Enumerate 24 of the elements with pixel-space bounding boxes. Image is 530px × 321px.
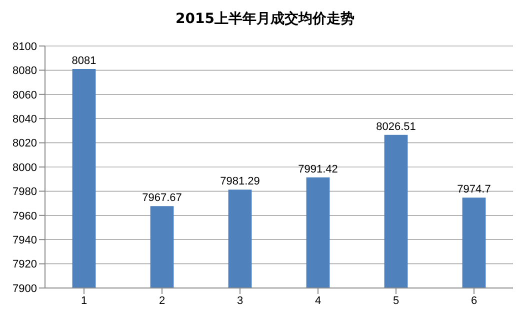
- x-tick-label: 6: [470, 294, 478, 307]
- y-tick-label: 8000: [12, 162, 37, 174]
- y-tick-label: 7920: [12, 258, 37, 271]
- y-tick-label: 7900: [12, 282, 37, 295]
- y-tick-label: 8060: [12, 89, 37, 102]
- x-tick-label: 3: [236, 294, 244, 307]
- x-tick-label: 5: [392, 294, 400, 307]
- chart-title: 2015上半年月成交均价走势: [174, 10, 356, 28]
- y-tick-label: 7940: [12, 234, 37, 247]
- y-tick-label: 8080: [12, 65, 37, 78]
- y-tick-label: 8020: [12, 138, 37, 150]
- data-label: 8026.51: [376, 120, 416, 133]
- y-tick-label: 8100: [12, 40, 37, 53]
- y-tick-label: 7960: [12, 210, 37, 222]
- data-label: 7991.42: [298, 163, 338, 176]
- data-label: 8081: [72, 54, 96, 67]
- data-label: 7981.29: [220, 176, 260, 188]
- data-label: 7967.67: [142, 192, 182, 204]
- y-tick-label: 7980: [12, 186, 37, 198]
- x-tick-label: 2: [158, 294, 166, 307]
- data-label: 7974.7: [457, 184, 491, 196]
- x-tick-label: 4: [314, 294, 322, 307]
- x-tick-label: 1: [80, 294, 88, 307]
- y-tick-label: 8040: [12, 114, 37, 126]
